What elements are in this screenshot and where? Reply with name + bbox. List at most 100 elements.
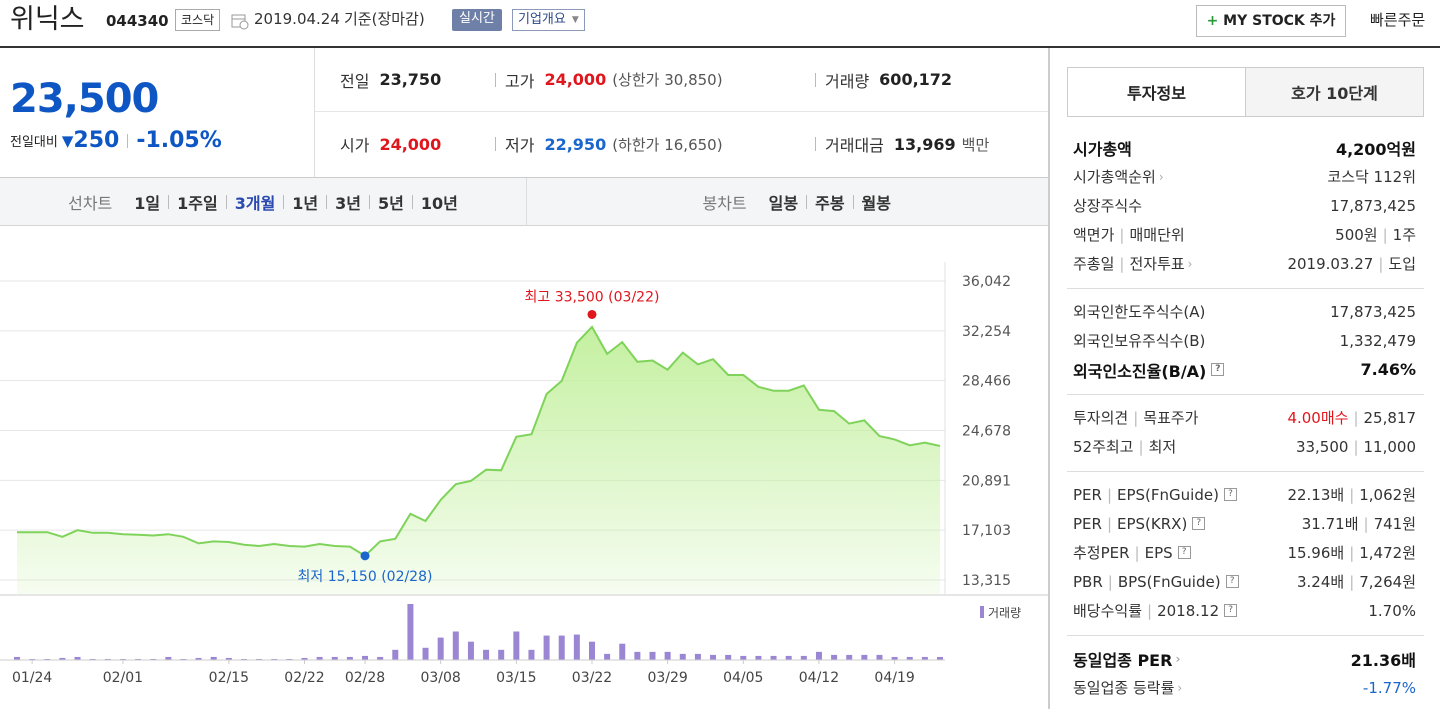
quick-order[interactable]: 빠른주문 bbox=[1370, 11, 1426, 29]
row-value: 21.36배 bbox=[1350, 650, 1416, 670]
legend-label: 거래량 bbox=[988, 606, 1021, 620]
legend-swatch bbox=[980, 606, 984, 618]
link-arrow: › bbox=[1187, 256, 1193, 271]
row-labels: 투자의견 | 목표주가 bbox=[1073, 407, 1198, 428]
row-labels: 액면가 | 매매단위 bbox=[1073, 224, 1185, 245]
volume-bar bbox=[725, 654, 732, 660]
period-tab[interactable]: 5년 bbox=[378, 193, 404, 213]
invest-row: 시가총액 4,200억원 bbox=[1067, 133, 1424, 162]
separator bbox=[806, 194, 808, 209]
volume-bar bbox=[135, 658, 142, 660]
price-area bbox=[17, 326, 940, 594]
summary-label: 저가 bbox=[505, 136, 535, 155]
x-tick-label: 04/19 bbox=[874, 670, 914, 686]
row-label: 최저 bbox=[1148, 438, 1177, 456]
pipe: | bbox=[1353, 408, 1359, 427]
invest-row: 외국인소진율(B/A)? 7.46% bbox=[1067, 355, 1424, 384]
period-tab[interactable]: 1주일 bbox=[177, 193, 218, 213]
help-icon[interactable]: ? bbox=[1223, 488, 1237, 501]
x-tick-label: 03/15 bbox=[496, 670, 536, 686]
realtime-button[interactable]: 실시간 bbox=[452, 9, 502, 31]
row-value: 4,200억원 bbox=[1335, 139, 1416, 159]
link-arrow: › bbox=[1158, 169, 1164, 184]
summary-item: 고가 24,000 (상한가 30,850) bbox=[505, 68, 723, 92]
period-tab[interactable]: 3개월 bbox=[234, 193, 276, 213]
volume-bar bbox=[44, 658, 51, 660]
separator bbox=[326, 194, 328, 209]
row-values: 2019.03.27 | 도입 bbox=[1287, 253, 1416, 274]
pipe: | bbox=[1119, 254, 1125, 273]
row-value: 11,000 bbox=[1363, 437, 1417, 456]
row-label: PER bbox=[1073, 514, 1102, 533]
x-tick-label: 02/28 bbox=[345, 670, 385, 686]
pipe: | bbox=[1134, 543, 1140, 562]
separator bbox=[815, 137, 816, 151]
row-value: 7,264원 bbox=[1359, 573, 1416, 591]
row-labels: 52주최고 | 최저 bbox=[1073, 436, 1176, 457]
invest-tab[interactable]: 호가 10단계 bbox=[1245, 68, 1423, 116]
summary-extra: (상한가 30,850) bbox=[612, 71, 723, 89]
row-values: -1.77% bbox=[1363, 679, 1416, 697]
change-amount: 250 bbox=[73, 128, 120, 153]
help-icon[interactable]: ? bbox=[1177, 546, 1191, 559]
row-label: 투자의견 bbox=[1073, 409, 1129, 427]
change-rate: -1.05% bbox=[136, 128, 222, 153]
separator bbox=[168, 194, 170, 209]
row-values: 500원 | 1주 bbox=[1335, 224, 1416, 245]
volume-bar bbox=[755, 655, 762, 660]
row-label: 목표주가 bbox=[1143, 409, 1199, 427]
row-values: 22.13배 | 1,062원 bbox=[1287, 484, 1416, 505]
row-value: 17,873,425 bbox=[1330, 196, 1416, 215]
extreme-marker bbox=[360, 551, 370, 561]
period-tab[interactable]: 1일 bbox=[134, 193, 161, 213]
help-icon[interactable]: ? bbox=[1211, 363, 1225, 376]
period-tab[interactable]: 10년 bbox=[420, 193, 458, 213]
volume-bar bbox=[165, 656, 172, 660]
row-labels: PER | EPS(KRX)? bbox=[1073, 514, 1206, 533]
row-label: EPS(FnGuide) bbox=[1117, 485, 1219, 504]
summary-label: 거래량 bbox=[825, 71, 870, 91]
volume-bar bbox=[271, 658, 278, 660]
help-icon[interactable]: ? bbox=[1225, 575, 1239, 588]
company-dropdown[interactable]: 기업개요 ▼ bbox=[512, 9, 585, 31]
pipe: | bbox=[1133, 408, 1139, 427]
separator bbox=[225, 194, 227, 209]
invest-row: 추정PER | EPS? 15.96배 | 1,472원 bbox=[1067, 538, 1424, 567]
volume-bar bbox=[437, 637, 444, 660]
candle-tab[interactable]: 주봉 bbox=[815, 193, 845, 213]
row-label: PER bbox=[1073, 485, 1102, 504]
pipe: | bbox=[1107, 572, 1113, 591]
row-label: 동일업종 등락률 bbox=[1073, 679, 1175, 697]
link-arrow: › bbox=[1177, 680, 1183, 695]
row-label: 추정PER bbox=[1073, 544, 1130, 562]
period-tab[interactable]: 3년 bbox=[335, 193, 362, 213]
current-price: 23,500 bbox=[10, 76, 159, 122]
separator bbox=[127, 133, 129, 148]
mystock-button[interactable]: + MY STOCK 추가 bbox=[1196, 5, 1346, 37]
invest-group: 투자의견 | 목표주가 4.00매수 | 25,817 52주최고 | 최저 33,500 | 11,… bbox=[1067, 395, 1424, 472]
volume-bar bbox=[513, 631, 520, 660]
pipe: | bbox=[1349, 543, 1355, 562]
invest-tab[interactable]: 투자정보 bbox=[1068, 68, 1245, 116]
candle-tab[interactable]: 월봉 bbox=[861, 193, 891, 213]
row-label: 외국인한도주식수(A) bbox=[1073, 303, 1206, 321]
volume-bar bbox=[377, 656, 384, 660]
candle-tab[interactable]: 일봉 bbox=[768, 193, 799, 213]
invest-panel: 투자정보 호가 10단계 시가총액 4,200억원 시가총액순위 › 코스닥 112위 상장주… bbox=[1067, 67, 1424, 712]
help-icon[interactable]: ? bbox=[1192, 517, 1206, 530]
row-labels: 외국인보유주식수(B) bbox=[1073, 330, 1205, 351]
row-value: 코스닥 112위 bbox=[1327, 168, 1416, 186]
volume-bar bbox=[362, 655, 369, 660]
volume-bar bbox=[498, 649, 505, 660]
invest-row: 투자의견 | 목표주가 4.00매수 | 25,817 bbox=[1067, 403, 1424, 432]
volume-bar bbox=[59, 657, 66, 660]
row-label: 전자투표 bbox=[1129, 255, 1185, 273]
row-values: 33,500 | 11,000 bbox=[1296, 438, 1416, 456]
y-tick-label: 24,678 bbox=[962, 424, 1011, 440]
period-tab[interactable]: 1년 bbox=[292, 193, 319, 213]
base-note: 기준(장마감) bbox=[344, 10, 425, 28]
help-icon[interactable]: ? bbox=[1224, 604, 1238, 617]
volume-bar bbox=[740, 655, 747, 660]
volume-bar bbox=[861, 654, 868, 660]
